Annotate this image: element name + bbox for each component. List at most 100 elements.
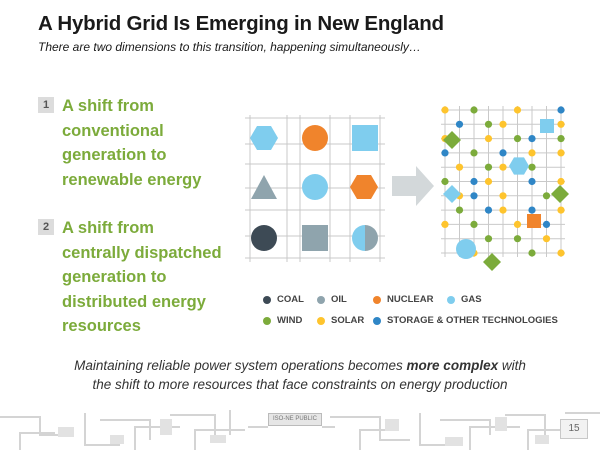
footer-line-1: Maintaining reliable power system operat…	[0, 356, 600, 375]
legend-item-gas: GAS	[447, 294, 482, 305]
solar-dot	[455, 163, 464, 171]
solar-dot	[542, 235, 551, 243]
coal-dot-icon	[263, 295, 271, 304]
wind-diamond	[443, 131, 461, 149]
storage-dot	[470, 192, 478, 200]
legend-item-coal: COAL	[263, 294, 304, 305]
point-2-text: A shift from centrally dispatched genera…	[62, 216, 262, 339]
page-number: 15	[560, 419, 588, 439]
wind-dot	[528, 163, 536, 171]
legend-label: COAL	[277, 294, 304, 305]
solar-dot	[557, 206, 565, 214]
legend-label: WIND	[277, 315, 303, 326]
point-line: renewable energy	[62, 170, 202, 189]
legend-item-solar: SOLAR	[317, 315, 364, 326]
storage-dot	[499, 149, 507, 157]
gas-diamond	[443, 185, 461, 203]
gas-square	[352, 125, 378, 151]
storage-dot	[441, 149, 449, 157]
footer-line-2: the shift to more resources that face co…	[92, 377, 508, 392]
oil-dot-icon	[317, 295, 325, 304]
storage-dot	[557, 106, 565, 114]
solar-dot	[499, 192, 507, 200]
nuclear-hexagon	[350, 175, 378, 199]
footer-text: with	[498, 358, 526, 373]
gas-hexagon	[509, 157, 529, 175]
wind-dot	[455, 206, 464, 214]
solar-dot	[484, 135, 493, 143]
storage-dot	[542, 220, 551, 228]
solar-dot	[557, 149, 565, 157]
solar-dot	[499, 120, 507, 128]
gas-square	[540, 119, 554, 133]
transition-arrow	[392, 166, 434, 206]
solar-dot	[557, 249, 565, 257]
legend-label: NUCLEAR	[387, 294, 434, 305]
point-line: resources	[62, 317, 141, 335]
wind-dot-icon	[263, 316, 271, 325]
gas-dot-icon	[447, 295, 455, 304]
hybrid-grid	[441, 106, 569, 271]
solar-dot	[513, 106, 522, 114]
point-line: distributed energy	[62, 292, 206, 311]
point-number-badge: 2	[38, 219, 54, 235]
wind-diamond	[551, 185, 569, 203]
solar-dot	[499, 206, 507, 214]
wind-dot	[470, 220, 478, 228]
storage-dot	[484, 206, 493, 214]
legend-item-storage: STORAGE & OTHER TECHNOLOGIES	[373, 315, 558, 326]
gas-hexagon	[250, 126, 278, 150]
oil-triangle	[251, 175, 277, 199]
solar-dot	[441, 106, 449, 114]
wind-dot	[441, 177, 449, 186]
point-1-text: A shift from conventional generation to …	[62, 94, 262, 192]
gas-circle	[302, 174, 328, 200]
solar-dot	[484, 177, 493, 186]
oil-square	[302, 225, 328, 251]
point-line: conventional	[62, 121, 164, 140]
slide-subtitle: There are two dimensions to this transit…	[38, 40, 421, 54]
storage-dot	[528, 206, 536, 214]
wind-dot	[470, 106, 478, 114]
wind-dot	[484, 235, 493, 243]
solar-dot-icon	[317, 316, 325, 325]
footer-emphasis: more complex	[406, 358, 499, 373]
legend-label: OIL	[331, 294, 347, 305]
legend-item-nuclear: NUCLEAR	[373, 294, 433, 305]
point-line: generation to	[62, 268, 167, 286]
storage-dot	[528, 135, 536, 143]
legend-label: SOLAR	[331, 315, 365, 326]
nuclear-circle	[302, 125, 328, 151]
point-number-badge: 1	[38, 97, 54, 113]
gas-circle	[456, 239, 476, 259]
legend-label: STORAGE & OTHER TECHNOLOGIES	[387, 315, 558, 326]
footer-text: Maintaining reliable power system operat…	[74, 358, 407, 373]
wind-dot	[513, 135, 522, 143]
legend-label: GAS	[461, 294, 482, 305]
wind-dot	[557, 135, 565, 143]
circuit-decoration	[0, 410, 600, 450]
legend-item-wind: WIND	[263, 315, 302, 326]
wind-dot	[542, 192, 551, 200]
wind-dot	[528, 249, 536, 257]
solar-dot	[499, 163, 507, 171]
public-badge: ISO-NE PUBLIC	[268, 413, 322, 426]
nuclear-square	[527, 214, 541, 228]
storage-dot	[455, 120, 464, 128]
solar-dot	[513, 220, 522, 228]
point-line: A shift from	[62, 97, 154, 115]
nuclear-dot-icon	[373, 295, 381, 304]
storage-dot	[528, 177, 536, 186]
solar-dot	[441, 220, 449, 228]
slide-title: A Hybrid Grid Is Emerging in New England	[38, 12, 444, 35]
wind-dot	[513, 235, 522, 243]
coal-circle	[251, 225, 277, 251]
wind-dot	[484, 120, 493, 128]
point-line: generation to	[62, 146, 167, 164]
solar-dot	[557, 177, 565, 186]
solar-dot	[528, 149, 536, 157]
wind-dot	[484, 163, 493, 171]
storage-dot	[470, 177, 478, 186]
point-line: centrally dispatched	[62, 243, 222, 262]
